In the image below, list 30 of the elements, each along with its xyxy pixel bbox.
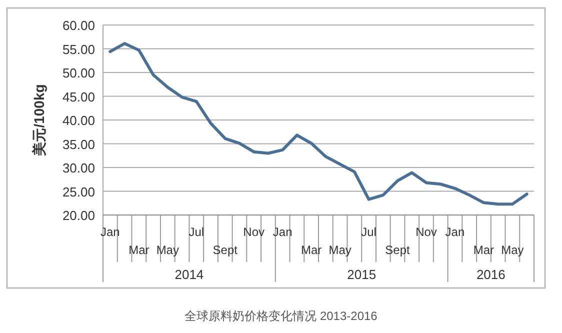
x-tick-label: Jan [272,225,292,239]
y-tick-label: 35.00 [62,136,95,152]
y-axis-title: 美元/100kg [31,84,47,157]
text: 2016 [476,267,506,282]
line-series [108,42,528,206]
y-tick-label: 55.00 [62,42,95,57]
x-tick-label: Jan [445,225,465,239]
y-tick-label: 25.00 [62,184,95,200]
x-tick-label: Nov [243,225,265,239]
y-tick-label: 45.00 [62,89,95,104]
y-tick-label: 50.00 [62,66,95,80]
x-tick-label: Mar [128,243,150,257]
x-tick-label: Jan [100,225,120,239]
text: 2015 [347,267,376,282]
x-tick-label: Jul [361,225,376,239]
x-tick-label: Mar [473,243,494,257]
x-tick-label: Sept [385,243,411,257]
text: 2014 [174,267,204,282]
x-tick-label: Nov [416,225,437,239]
x-tick-label: Mar [300,243,322,257]
x-tick-label: May [156,243,179,257]
x-tick-label: May [328,243,352,257]
y-tick-label: 60.00 [62,18,95,33]
text: 全球原料奶价格变化情况 2013-2016 [184,309,378,323]
x-tick-label: Sept [212,243,238,257]
x-tick-label: May [501,243,524,257]
x-tick-label: Jul [188,225,204,239]
y-tick-label: 40.00 [62,113,95,128]
y-tick-label: 20.00 [62,208,95,223]
y-tick-label: 30.00 [62,160,95,176]
